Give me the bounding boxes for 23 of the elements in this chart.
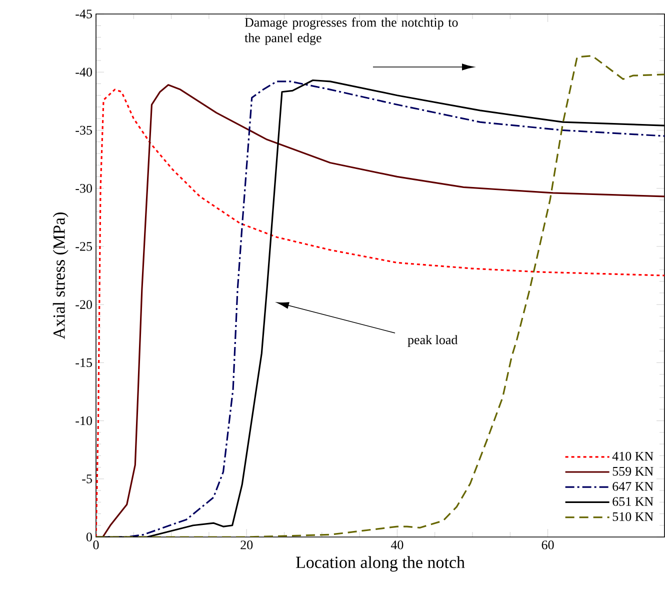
y-tick-label: -5	[82, 474, 92, 484]
y-tick-label: -40	[76, 68, 92, 76]
annotation: Damage progresses from the notchtip to the panel edge	[244, 18, 458, 45]
x-tick-label: 40	[390, 540, 404, 550]
y-tick-label: -35	[76, 126, 92, 135]
y-tick-label: -25	[76, 242, 92, 251]
x-tick-label: 60	[542, 540, 554, 550]
x-axis-title: Location along the notch	[296, 556, 465, 572]
legend-label: 647 KN	[612, 482, 654, 491]
legend-label: 510 KN	[612, 512, 654, 521]
y-tick-label: 0	[86, 532, 92, 542]
y-tick-label: -30	[76, 184, 92, 193]
legend-label: 559 KN	[612, 466, 654, 476]
y-tick-label: -15	[76, 358, 92, 368]
x-tick-label: 0	[93, 540, 99, 550]
legend-label: 410 KN	[612, 452, 654, 461]
annotation: peak load	[408, 335, 458, 347]
x-tick-label: 20	[240, 540, 253, 550]
y-axis-title: Axial stress (MPa)	[52, 212, 68, 340]
y-tick-label: -20	[76, 300, 92, 309]
y-tick-label: -45	[76, 10, 92, 18]
y-tick-label: -10	[76, 416, 92, 426]
legend-label: 651 KN	[612, 497, 654, 506]
